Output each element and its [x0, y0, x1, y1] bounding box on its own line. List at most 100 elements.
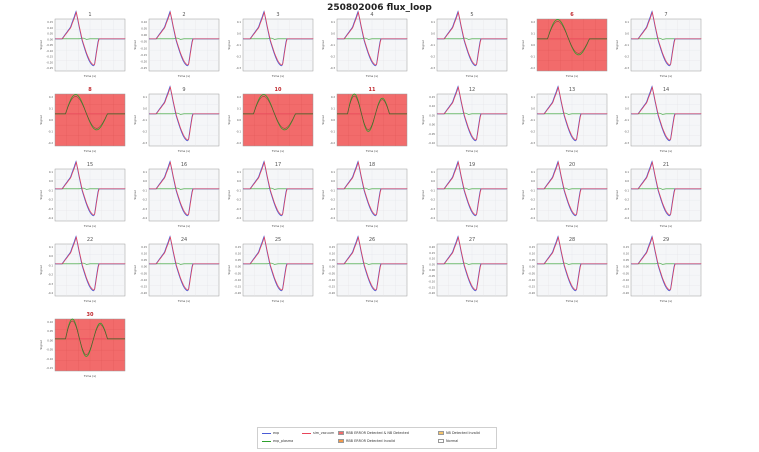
y-tick-label: 0.15: [235, 245, 241, 249]
y-tick-label: -0.1: [142, 188, 147, 192]
series-exp-plasma: [55, 262, 125, 265]
panel-20: 20 0.1 0.0 -0.1 -0.2 -0.3 -0.4 Signal Time (s): [521, 160, 608, 228]
panel-1: 1 0.15 0.10 0.050.00 -0.05 -0.10 -0.15-0.20 -0.…: [39, 10, 126, 78]
y-tick-label: -0.15: [140, 284, 147, 288]
y-axis-label: Signal: [521, 190, 525, 199]
y-tick-label: -0.1: [48, 263, 53, 267]
y-tick-label: 0.1: [237, 20, 241, 24]
y-tick-label: -0.25: [140, 66, 147, 70]
y-tick-label: -0.10: [428, 141, 435, 145]
y-tick-label: 0.1: [625, 170, 629, 174]
y-tick-label: -0.20: [140, 291, 147, 295]
x-axis-label: Time (s): [659, 149, 672, 153]
x-axis-label: Time (s): [365, 224, 378, 228]
y-tick-label: -0.3: [624, 66, 629, 70]
x-axis-label: Time (s): [271, 74, 284, 78]
y-tick-label: -0.3: [624, 207, 629, 211]
y-tick-label: 0.1: [49, 245, 53, 249]
y-tick-label: -0.1: [624, 118, 629, 122]
y-tick-label: -0.05: [428, 274, 435, 278]
series-exp-plasma: [337, 187, 407, 190]
y-tick-label: 0.2: [531, 20, 535, 24]
legend-item: NB Detected Invalid: [438, 431, 480, 435]
y-tick-label: -0.10: [528, 278, 535, 282]
y-tick-label: -0.3: [330, 66, 335, 70]
panel-label: 1: [88, 12, 91, 18]
y-tick-label: -0.3: [236, 66, 241, 70]
panel-10: 10 0.2 0.1 0.0 -0.1 -0.2 Signal Time (s): [227, 87, 314, 153]
series-sim-vacuum: [337, 161, 408, 216]
y-tick-label: -0.15: [234, 284, 241, 288]
y-tick-label: -0.2: [236, 141, 241, 145]
panel-label: 14: [663, 87, 669, 93]
y-tick-label: -0.10: [46, 357, 53, 361]
y-tick-label: 0.1: [143, 95, 147, 99]
y-tick-label: 0.1: [331, 107, 335, 111]
y-tick-label: 0.00: [141, 265, 147, 269]
y-tick-label: -0.05: [46, 43, 53, 47]
y-axis-label: Signal: [39, 40, 43, 49]
y-tick-label: -0.3: [430, 66, 435, 70]
x-axis-label: Time (s): [659, 74, 672, 78]
series-sim-vacuum: [337, 11, 408, 66]
panel-26: 26 0.15 0.10 0.05 0.00 -0.05 -0.10 -0.15 -0.20 Si…: [321, 235, 408, 303]
series-exp: [243, 96, 313, 129]
y-tick-label: 0.00: [329, 265, 335, 269]
panel-label: 15: [87, 162, 93, 168]
series-sim-vacuum: [631, 236, 702, 291]
series-sim-vacuum: [55, 11, 126, 66]
y-tick-label: 0.10: [623, 252, 629, 256]
legend-label: RBB ERROR Detected Invalid: [346, 439, 395, 443]
y-tick-label: -0.3: [142, 207, 147, 211]
y-tick-label: -0.1: [48, 188, 53, 192]
legend-box-swatch: [338, 439, 344, 443]
panel-label: 8: [88, 87, 92, 93]
series-exp-plasma: [631, 37, 701, 40]
y-tick-label: 0.2: [49, 95, 53, 99]
y-tick-label: -0.4: [624, 216, 629, 220]
panel-14: 14 0.1 0.0 -0.1 -0.2 -0.3 Signal Time (s): [615, 85, 702, 153]
y-tick-label: 0.1: [431, 170, 435, 174]
y-tick-label: 0.2: [331, 95, 335, 99]
y-tick-label: -0.2: [624, 55, 629, 59]
panel-27: 27 0.20 0.15 0.100.05 0.00 -0.05 -0.10-0.15 -0.…: [421, 235, 508, 303]
y-tick-label: 0.10: [47, 320, 53, 324]
y-tick-label: -0.1: [236, 130, 241, 134]
series-exp-plasma: [537, 262, 607, 265]
legend-box-swatch: [438, 439, 444, 443]
x-axis-label: Time (s): [83, 224, 96, 228]
y-tick-label: -0.2: [142, 130, 147, 134]
panel-19: 19 0.1 0.0 -0.1 -0.2 -0.3 -0.4 Signal Time (s): [421, 160, 508, 228]
y-tick-label: 0.15: [329, 245, 335, 249]
y-tick-label: -0.1: [236, 188, 241, 192]
legend-box-swatch: [338, 431, 344, 435]
y-tick-label: 0.1: [49, 170, 53, 174]
y-axis-label: Signal: [133, 115, 137, 124]
legend-item: sim_vacuum: [302, 431, 334, 435]
y-tick-label: 0.0: [531, 179, 535, 183]
y-tick-label: -0.10: [622, 278, 629, 282]
y-tick-label: -0.3: [530, 207, 535, 211]
series-sim-vacuum: [537, 161, 608, 216]
panel-8: 8 0.2 0.1 0.0 -0.1 -0.2 Signal Time (s): [39, 87, 126, 153]
y-axis-label: Signal: [521, 40, 525, 49]
legend-label: exp: [273, 431, 280, 435]
y-tick-label: -0.1: [330, 43, 335, 47]
y-tick-label: 0.05: [429, 262, 435, 266]
series-sim-vacuum: [437, 11, 508, 66]
y-tick-label: -0.20: [234, 291, 241, 295]
y-tick-label: 0.10: [529, 252, 535, 256]
y-tick-label: 0.05: [47, 329, 53, 333]
y-axis-label: Signal: [521, 265, 525, 274]
panel-label: 12: [469, 87, 475, 93]
series-exp-plasma: [437, 262, 507, 265]
y-tick-label: 0.10: [141, 20, 147, 24]
x-axis-label: Time (s): [271, 149, 284, 153]
series-sim-vacuum: [437, 236, 508, 291]
y-tick-label: 0.1: [331, 170, 335, 174]
panel-label: 3: [276, 12, 279, 18]
y-tick-label: 0.00: [235, 265, 241, 269]
panel-label: 13: [569, 87, 575, 93]
y-tick-label: -0.4: [530, 216, 535, 220]
y-tick-label: 0.15: [529, 245, 535, 249]
